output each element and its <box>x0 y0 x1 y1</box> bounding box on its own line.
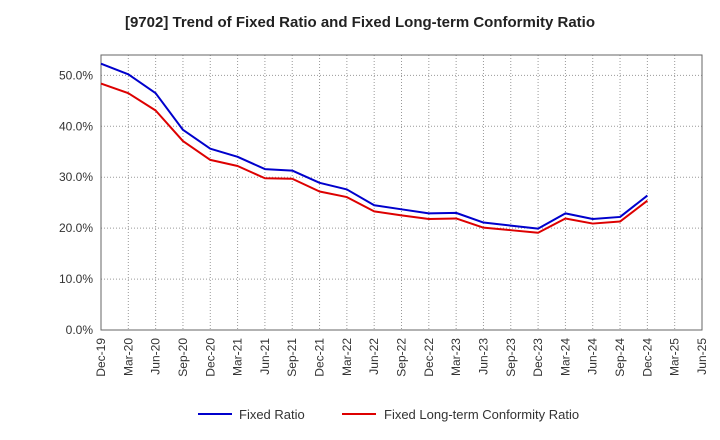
x-tick-label: Jun-21 <box>258 338 272 375</box>
chart-title: [9702] Trend of Fixed Ratio and Fixed Lo… <box>124 14 596 31</box>
y-tick-label: 0.0% <box>66 323 94 337</box>
x-tick-label: Sep-24 <box>613 338 627 377</box>
y-tick-label: 30.0% <box>59 170 93 184</box>
y-tick-label: 20.0% <box>59 221 93 235</box>
legend-label: Fixed Long-term Conformity Ratio <box>384 407 579 422</box>
x-tick-label: Jun-22 <box>367 338 381 375</box>
x-tick-label: Dec-22 <box>422 338 436 377</box>
plot-area <box>101 55 702 330</box>
y-tick-label: 40.0% <box>59 119 93 133</box>
legend-label: Fixed Ratio <box>239 407 305 422</box>
x-tick-label: Mar-20 <box>121 338 135 376</box>
y-tick-label: 50.0% <box>59 68 93 82</box>
x-tick-label: Sep-23 <box>504 338 518 377</box>
x-tick-label: Dec-24 <box>640 338 654 377</box>
y-tick-label: 10.0% <box>59 272 93 286</box>
x-tick-label: Mar-25 <box>668 338 682 376</box>
x-tick-label: Sep-22 <box>395 338 409 377</box>
x-tick-label: Jun-24 <box>586 338 600 375</box>
x-tick-label: Mar-23 <box>449 338 463 376</box>
x-tick-label: Dec-20 <box>203 338 217 377</box>
x-tick-label: Jun-25 <box>695 338 709 375</box>
x-tick-label: Sep-20 <box>176 338 190 377</box>
x-tick-label: Dec-21 <box>313 338 327 377</box>
x-tick-label: Jun-23 <box>476 338 490 375</box>
x-tick-label: Mar-24 <box>558 338 572 376</box>
x-tick-label: Sep-21 <box>285 338 299 377</box>
x-tick-label: Dec-19 <box>94 338 108 377</box>
x-tick-label: Mar-22 <box>340 338 354 376</box>
series-line-fixed-long-term-conformity-ratio <box>100 82 648 234</box>
series-line-fixed-ratio <box>100 62 648 230</box>
x-tick-label: Dec-23 <box>531 338 545 377</box>
x-tick-label: Jun-20 <box>149 338 163 375</box>
plot-border <box>100 54 703 331</box>
x-tick-label: Mar-21 <box>231 338 245 376</box>
